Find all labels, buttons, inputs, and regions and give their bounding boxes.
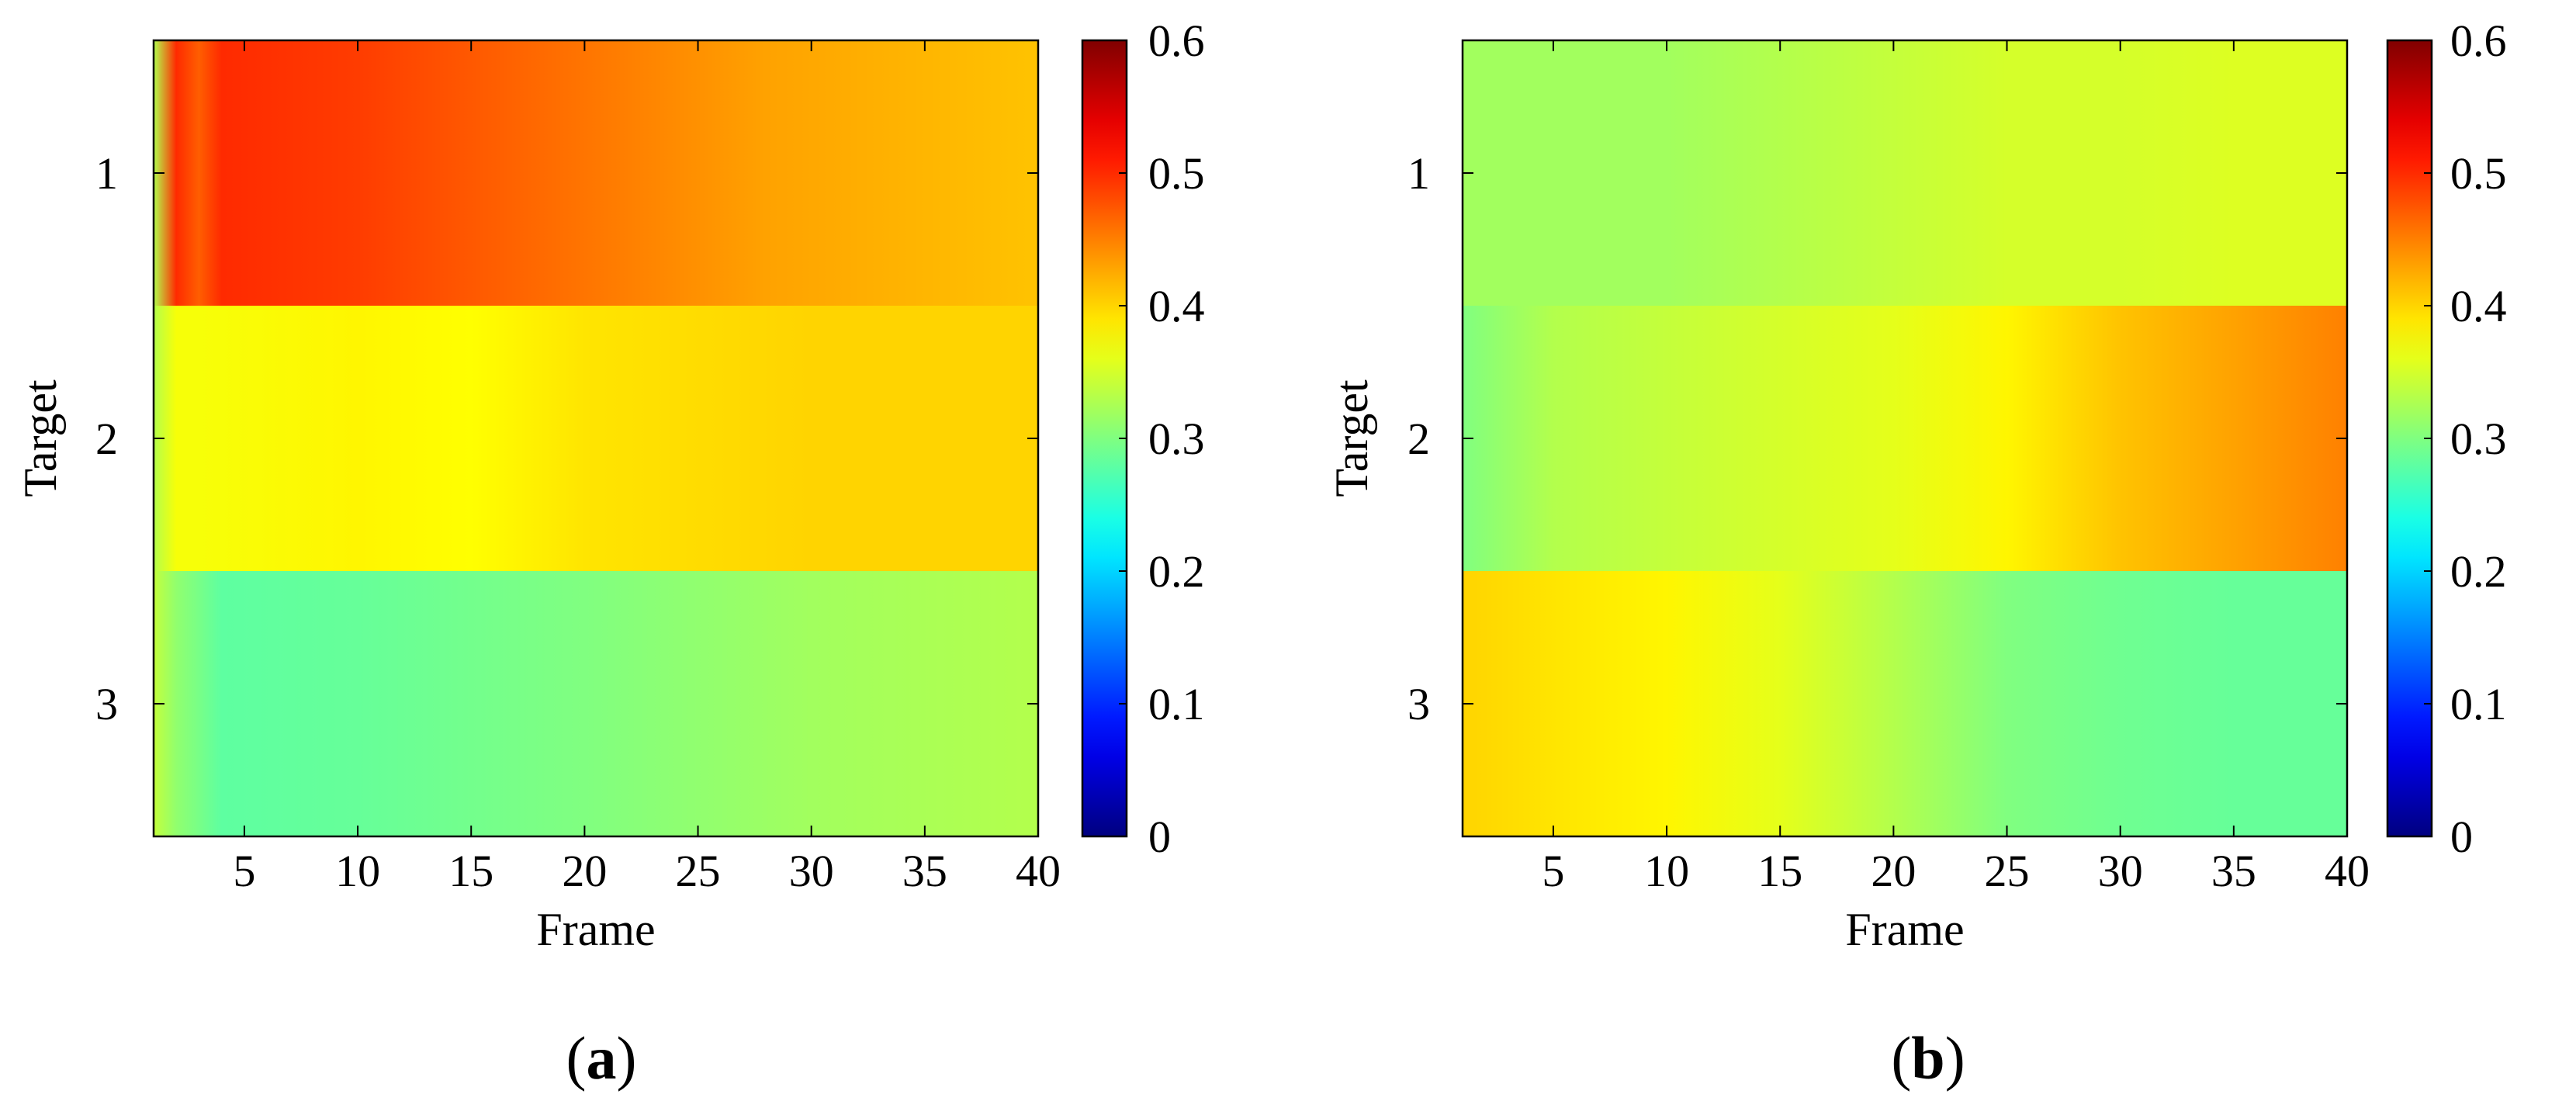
x-tick-label: 35 xyxy=(902,846,947,896)
colorbar-tick-label: 0.5 xyxy=(2450,148,2507,199)
x-tick-label: 40 xyxy=(1016,846,1061,896)
y-tick-label: 3 xyxy=(95,679,118,729)
colorbar-tick-labels: 0 0.1 0.2 0.3 0.4 0.5 0.6 xyxy=(1119,16,1205,862)
colorbar-tick-label: 0.2 xyxy=(2450,546,2507,597)
panel-label-b: (b) xyxy=(1891,1024,1965,1092)
y-tick-label: 2 xyxy=(95,414,118,464)
x-tick-label: 15 xyxy=(1757,846,1802,896)
colorbar-tick-label: 0.1 xyxy=(2450,679,2507,729)
x-tick-label: 5 xyxy=(233,846,255,896)
y-tick-label: 2 xyxy=(1407,414,1430,464)
x-tick-label: 20 xyxy=(1871,846,1916,896)
x-tick-label: 5 xyxy=(1542,846,1564,896)
heatmap-rows xyxy=(1463,40,2347,836)
panel-letter-a: a xyxy=(587,1024,617,1092)
colorbar-tick-label: 0.4 xyxy=(2450,281,2507,331)
heatmap-row-target-1 xyxy=(1463,40,2347,306)
x-tick-label: 25 xyxy=(676,846,721,896)
x-tick-label: 10 xyxy=(335,846,380,896)
x-tick-label: 25 xyxy=(1985,846,2030,896)
x-tick-label: 40 xyxy=(2325,846,2370,896)
panel-label-a: (a) xyxy=(566,1024,637,1092)
x-tick-label: 35 xyxy=(2211,846,2256,896)
y-axis-label: Target xyxy=(1326,379,1377,497)
panel-letter-b: b xyxy=(1911,1024,1944,1092)
colorbar-tick-label: 0.6 xyxy=(1148,16,1205,66)
panel-a: 5 10 15 20 25 30 35 40 1 2 3 Frame Target 0 0.1 0.2… xyxy=(15,16,1205,955)
x-axis-label: Frame xyxy=(1845,904,1964,955)
y-tick-labels: 1 2 3 xyxy=(95,148,1038,729)
y-tick-label: 1 xyxy=(95,148,118,199)
x-tick-label: 30 xyxy=(789,846,834,896)
x-tick-label: 30 xyxy=(2098,846,2143,896)
x-axis-label: Frame xyxy=(536,904,655,955)
x-tick-label: 20 xyxy=(562,846,607,896)
x-tick-labels: 5 10 15 20 25 30 35 40 xyxy=(233,40,1061,896)
colorbar-tick-label: 0.3 xyxy=(1148,414,1205,464)
colorbar-tick-label: 0 xyxy=(1148,812,1171,862)
colorbar-tick-labels: 0 0.1 0.2 0.3 0.4 0.5 0.6 xyxy=(2424,16,2507,862)
heatmap-row-target-3 xyxy=(154,571,1038,836)
colorbar-tick-label: 0.5 xyxy=(1148,148,1205,199)
heatmap-row-target-2 xyxy=(1463,306,2347,571)
heatmap-row-target-3 xyxy=(1463,571,2347,836)
colorbar-tick-label: 0 xyxy=(2450,812,2473,862)
heatmap-row-target-2 xyxy=(154,306,1038,571)
y-tick-labels: 1 2 3 xyxy=(1407,148,2347,729)
heatmap-rows xyxy=(154,40,1038,836)
y-tick-label: 1 xyxy=(1407,148,1430,199)
colorbar-tick-label: 0.6 xyxy=(2450,16,2507,66)
colorbar-tick-label: 0.4 xyxy=(1148,281,1205,331)
colorbar-tick-label: 0.1 xyxy=(1148,679,1205,729)
panel-b: 5 10 15 20 25 30 35 40 1 2 3 Frame Target 0 0.1 0.2… xyxy=(1326,16,2507,955)
y-tick-label: 3 xyxy=(1407,679,1430,729)
x-tick-labels: 5 10 15 20 25 30 35 40 xyxy=(1542,40,2370,896)
y-axis-label: Target xyxy=(15,379,66,497)
x-tick-label: 10 xyxy=(1644,846,1689,896)
colorbar-tick-label: 0.2 xyxy=(1148,546,1205,597)
x-tick-label: 15 xyxy=(448,846,493,896)
heatmap-row-target-1 xyxy=(154,40,1038,306)
colorbar-tick-label: 0.3 xyxy=(2450,414,2507,464)
